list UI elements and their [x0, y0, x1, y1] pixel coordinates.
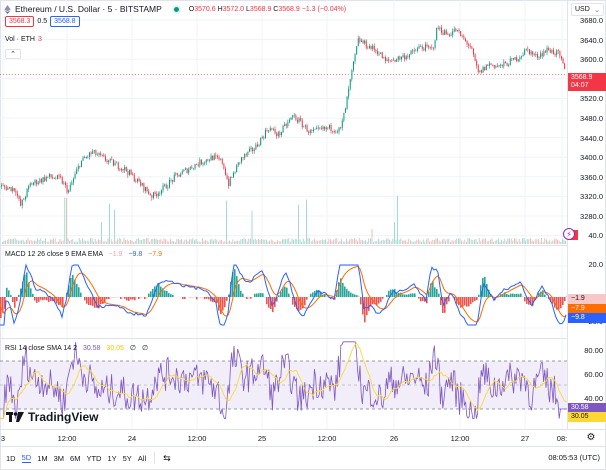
time-axis-tick: 3: [0, 434, 6, 443]
spread-value: 0.5: [37, 18, 48, 25]
date-range-buttons: 1D 5D 1M 3M 6M YTD 1Y 5Y All ⇆: [6, 452, 171, 464]
range-button-1m[interactable]: 1M: [37, 453, 48, 463]
symbol-legend: Ethereum / U.S. Dollar · 5 · BITSTAMP O3…: [4, 4, 346, 14]
collapse-legend-button[interactable]: ⌃: [5, 49, 21, 59]
macd-axis-tick: 20.0: [588, 260, 603, 269]
symbol-title[interactable]: Ethereum / U.S. Dollar · 5 · BITSTAMP: [15, 4, 162, 14]
calendar-range-icon[interactable]: ⇆: [163, 452, 171, 463]
price-axis-tick: 3640.0: [580, 35, 603, 45]
price-axis-tick: 3360.0: [580, 172, 603, 182]
range-button-5d[interactable]: 5D: [21, 453, 32, 463]
rsi-axis-tick: 60.00: [584, 370, 603, 379]
buy-button[interactable]: 3568.8: [50, 16, 80, 27]
gear-icon[interactable]: ⚙: [586, 432, 596, 443]
time-axis-tick: 26: [389, 434, 399, 443]
bottom-toolbar: 1D 5D 1M 3M 6M YTD 1Y 5Y All ⇆ 08:05:53 (UTC): [0, 446, 606, 470]
rsi-value-label: 30.58: [568, 403, 606, 413]
ohlc-values: O3570.6 H3572.0 L3568.9 C3568.9 −1.3 (−0…: [188, 5, 347, 13]
range-button-6m[interactable]: 6M: [70, 453, 81, 463]
lightning-icon[interactable]: ⚡: [563, 228, 575, 240]
price-axis-tick: 3600.0: [580, 55, 603, 65]
utc-clock[interactable]: 08:05:53 (UTC): [548, 453, 600, 462]
range-button-1d[interactable]: 1D: [6, 453, 16, 463]
price-pane[interactable]: Ethereum / U.S. Dollar · 5 · BITSTAMP O3…: [0, 0, 567, 244]
divider: [154, 452, 156, 464]
time-axis-tick: 24: [127, 434, 137, 443]
chevron-down-icon: ⌄: [594, 6, 600, 14]
rsi-pane[interactable]: RSI 14 close SMA 14 2 30.58 30.05 ∅ ∅: [0, 338, 567, 430]
range-button-ytd[interactable]: YTD: [86, 453, 102, 463]
rsi-axis-tick: 40.00: [584, 394, 603, 403]
macd-pane[interactable]: MACD 12 26 close 9 EMA EMA −1.9 −9.8 −7.…: [0, 245, 567, 339]
time-axis-tick: 12:00: [187, 434, 207, 443]
price-axis-tick: 3520.0: [580, 94, 603, 104]
volume-legend: Vol · ETH 3: [5, 36, 42, 43]
time-axis[interactable]: 3 12:00 24 12:00 25 12:00 26 12:00 27 08: ⚙: [0, 429, 606, 446]
macd-chart[interactable]: [0, 246, 567, 339]
price-axis-tick: 3320.0: [580, 192, 603, 202]
candlestick-chart[interactable]: [0, 0, 567, 244]
time-axis-tick: 12:00: [317, 434, 337, 443]
price-axis[interactable]: USD ⌄ 3680.03640.03600.03560.03520.03480…: [567, 0, 606, 429]
range-button-3m[interactable]: 3M: [53, 453, 65, 463]
tradingview-logo[interactable]: TradingView: [6, 410, 98, 424]
tradingview-logo-icon: [6, 412, 24, 422]
price-axis-tick: 3280.0: [580, 212, 603, 221]
rsi-axis-tick: 80.00: [584, 346, 603, 355]
macd-signal-label: −7.9: [568, 304, 606, 314]
market-open-icon: [171, 4, 181, 14]
ethereum-icon: [4, 4, 11, 14]
macd-line-label: −9.8: [568, 313, 606, 323]
macd-hist-label: −1.9: [568, 294, 606, 304]
volume-axis-tick: 40.0: [588, 231, 603, 240]
last-price-label: 3568.9 04:07: [568, 73, 606, 91]
bar-countdown: 04:07: [571, 82, 589, 89]
time-axis-tick: 12:00: [450, 434, 470, 443]
time-axis-tick: 27: [520, 434, 530, 443]
sell-button[interactable]: 3568.3: [5, 16, 35, 27]
rsi-legend: RSI 14 close SMA 14 2 30.58 30.05 ∅ ∅: [5, 345, 149, 352]
buy-sell-panel: 3568.3 0.5 3568.8: [5, 16, 80, 27]
range-button-1y[interactable]: 1Y: [107, 453, 117, 463]
range-button-5y[interactable]: 5Y: [122, 453, 132, 463]
price-axis-tick: 3440.0: [580, 133, 603, 143]
price-axis-tick: 3680.0: [580, 16, 603, 25]
rsi-chart[interactable]: [0, 339, 567, 430]
range-button-all[interactable]: All: [137, 453, 147, 463]
chevron-up-icon: ⌃: [10, 51, 16, 58]
time-axis-tick: 25: [257, 434, 267, 443]
time-axis-tick: 08:: [556, 434, 568, 443]
time-axis-tick: 12:00: [57, 434, 77, 443]
rsi-sma-label: 30.05: [568, 412, 606, 422]
currency-selector[interactable]: USD ⌄: [571, 3, 604, 16]
macd-legend: MACD 12 26 close 9 EMA EMA −1.9 −9.8 −7.…: [5, 251, 162, 258]
price-axis-tick: 3400.0: [580, 153, 603, 163]
price-axis-tick: 3480.0: [580, 114, 603, 123]
